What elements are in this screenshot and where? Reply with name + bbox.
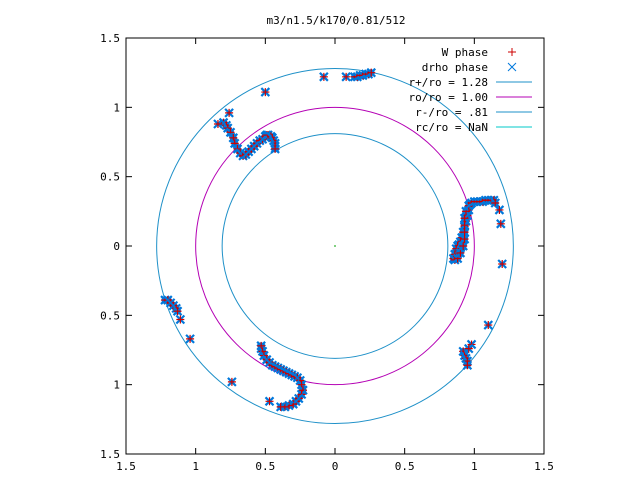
legend-entry-1: drho phase [422, 61, 517, 74]
legend-swatch [507, 62, 517, 72]
w-marker [319, 72, 328, 81]
legend-entry-3: ro/ro = 1.00 [409, 91, 532, 104]
y-tick-label: 0.5 [100, 171, 120, 184]
legend-entry-5: rc/ro = NaN [415, 121, 532, 134]
spiral-arm-2 [448, 195, 501, 265]
x-tick-label: 1.5 [534, 460, 554, 473]
chart-title: m3/n1.5/k170/0.81/512 [266, 14, 405, 27]
legend-label: r-/ro = .81 [415, 106, 488, 119]
w-marker [460, 228, 469, 237]
w-marker [176, 315, 185, 324]
scatter-point-3 [224, 108, 234, 118]
data-point [295, 375, 305, 386]
spiral-arm-1 [218, 117, 280, 161]
scatter-point-10 [227, 377, 237, 387]
w-marker [491, 199, 500, 208]
w-marker [225, 108, 234, 117]
w-marker [460, 214, 469, 223]
w-marker [460, 221, 469, 230]
spiral-arm-4 [256, 341, 308, 412]
data-point [462, 360, 473, 371]
scatter-point-6 [496, 219, 506, 229]
x-tick-label: 0 [332, 460, 339, 473]
x-tick-label: 1 [471, 460, 478, 473]
y-tick-label: 1 [113, 379, 120, 392]
legend-label: ro/ro = 1.00 [409, 91, 488, 104]
data-point [459, 234, 470, 244]
x-tick-label: 1 [192, 460, 199, 473]
scatter-point-4 [213, 119, 223, 129]
w-marker [186, 334, 195, 343]
legend-entry-2: r+/ro = 1.28 [409, 76, 532, 89]
legend-label: W phase [442, 46, 488, 59]
w-marker [173, 307, 182, 316]
w-marker [271, 144, 280, 153]
w-marker [496, 219, 505, 228]
legend-label: rc/ro = NaN [415, 121, 488, 134]
w-marker [261, 88, 270, 97]
y-tick-label: 0.5 [100, 309, 120, 322]
data-point [275, 402, 286, 412]
w-marker [227, 377, 236, 386]
x-tick-label: 0.5 [395, 460, 415, 473]
spiral-arm-0 [349, 67, 377, 82]
data-point [270, 144, 280, 154]
w-marker [460, 235, 469, 244]
scatter-point-5 [494, 205, 505, 215]
legend-entry-0: W phase [442, 46, 516, 59]
data-point [459, 220, 470, 230]
data-point [458, 241, 468, 251]
w-marker [495, 205, 504, 214]
reference-circle-2 [221, 133, 449, 359]
scatter-point-9 [185, 334, 195, 344]
w-marker [367, 68, 376, 77]
legend-label: drho phase [422, 61, 488, 74]
y-tick-label: 1.5 [100, 448, 120, 461]
w-marker [464, 344, 473, 353]
w-marker [276, 402, 285, 411]
reference-circle-1 [195, 106, 475, 386]
w-marker [213, 119, 222, 128]
x-tick-label: 1.5 [116, 460, 136, 473]
w-marker [459, 242, 468, 250]
legend-swatch [508, 48, 516, 56]
scatter-point-1 [341, 72, 351, 82]
scatter-point-14 [463, 343, 474, 354]
scatter-point-8 [175, 314, 186, 325]
data-point [366, 67, 377, 78]
w-marker [265, 397, 274, 406]
scatter-point-0 [319, 72, 329, 82]
spiral-arm-3 [160, 295, 183, 316]
data-point [490, 198, 501, 208]
w-marker [484, 321, 493, 330]
w-marker [463, 361, 472, 370]
legend-entry-4: r-/ro = .81 [415, 106, 532, 119]
scatter-point-12 [483, 320, 494, 330]
scatter-point-11 [264, 396, 275, 407]
w-marker [342, 72, 351, 81]
data-point [459, 227, 470, 237]
w-marker [498, 260, 507, 269]
spiral-arm-5 [458, 346, 473, 371]
reference-circle-0 [156, 68, 514, 424]
y-tick-label: 0 [113, 240, 120, 253]
y-tick-label: 1 [113, 101, 120, 114]
y-tick-label: 1.5 [100, 32, 120, 45]
x-tick-label: 0.5 [255, 460, 275, 473]
data-point [172, 306, 183, 316]
scatter-point-2 [260, 87, 271, 97]
legend-label: r+/ro = 1.28 [409, 76, 488, 89]
scatter-point-7 [497, 259, 507, 269]
data-point [459, 213, 470, 224]
